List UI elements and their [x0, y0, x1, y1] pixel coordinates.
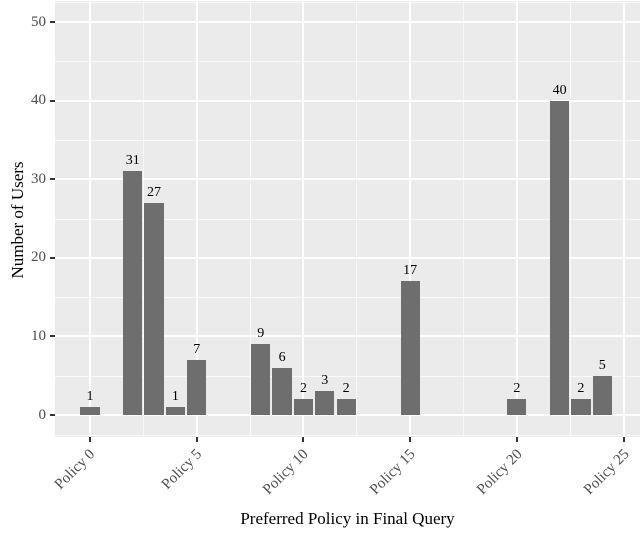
- bar-value-label: 17: [403, 263, 418, 279]
- x-tick-mark: [409, 437, 412, 442]
- gridline-x-major: [515, 1, 518, 437]
- y-tick-mark: [50, 414, 55, 416]
- gridline-y-minor: [55, 139, 640, 141]
- bar: [187, 359, 207, 415]
- bar: [272, 367, 292, 415]
- gridline-x-major: [622, 1, 625, 437]
- bar: [123, 171, 143, 415]
- x-tick-label: Policy 10: [260, 446, 313, 498]
- bar-value-label: 2: [299, 381, 307, 397]
- gridline-y-major: [55, 178, 640, 181]
- y-tick-mark: [50, 256, 55, 259]
- x-tick-mark: [515, 437, 518, 442]
- y-tick-mark: [50, 178, 55, 181]
- bar-value-label: 6: [278, 349, 286, 365]
- y-tick-label: 0: [38, 406, 47, 423]
- bar-value-label: 31: [125, 153, 140, 169]
- gridline-y-minor: [55, 434, 640, 436]
- bar-value-label: 40: [552, 82, 567, 98]
- y-tick-label: 30: [31, 170, 46, 187]
- gridline-y-minor: [55, 218, 640, 220]
- bar-value-label: 3: [321, 373, 329, 389]
- x-tick-label: Policy 20: [473, 446, 526, 498]
- gridline-y-minor: [55, 375, 640, 377]
- gridline-x-major: [409, 1, 412, 437]
- gridline-x-major: [302, 1, 305, 437]
- gridline-x-minor: [569, 1, 571, 437]
- bar-value-label: 2: [513, 381, 521, 397]
- x-tick-mark: [302, 437, 305, 442]
- bar: [251, 344, 271, 415]
- bar: [549, 100, 570, 415]
- x-tick-label: Policy 5: [158, 446, 206, 493]
- gridline-y-major: [55, 99, 640, 102]
- gridline-x-minor: [463, 1, 465, 437]
- gridline-y-major: [55, 335, 640, 338]
- gridline-y-major: [55, 21, 640, 23]
- plot-panel: 1 31 27 1 7 9 6 2 3 2 17 2 40 2 5: [55, 1, 640, 437]
- x-tick-mark: [89, 437, 91, 442]
- bar-value-label: 1: [171, 389, 179, 405]
- gridline-x-major: [195, 1, 198, 437]
- gridline-x-major: [89, 1, 91, 437]
- gridline-y-minor: [55, 297, 640, 299]
- bar-value-label: 7: [193, 341, 201, 357]
- y-tick-label: 50: [31, 13, 46, 30]
- bar: [315, 391, 335, 415]
- bar: [571, 399, 591, 415]
- bar: [507, 399, 527, 415]
- bar: [336, 399, 356, 415]
- bar: [80, 407, 100, 415]
- bar-value-label: 1: [86, 389, 94, 405]
- bar-value-label: 27: [147, 184, 162, 200]
- bar: [592, 375, 612, 415]
- bar: [400, 281, 420, 415]
- y-tick-label: 20: [31, 249, 46, 266]
- gridline-x-minor: [249, 1, 251, 437]
- gridline-y-major: [55, 256, 640, 259]
- gridline-y-minor: [55, 61, 640, 63]
- y-tick-label: 40: [31, 92, 46, 109]
- bar-value-label: 5: [598, 357, 606, 373]
- y-tick-mark: [50, 335, 55, 338]
- bar: [144, 202, 164, 415]
- gridline-x-minor: [356, 1, 358, 437]
- gridline-y-minor: [55, 2, 640, 4]
- x-tick-label: Policy 0: [52, 446, 99, 493]
- y-tick-mark: [50, 99, 55, 102]
- x-tick-mark: [622, 437, 625, 442]
- bar: [293, 399, 314, 415]
- bar-value-label: 2: [342, 381, 350, 397]
- x-tick-label: Policy 25: [580, 446, 633, 498]
- gridline-y-major: [55, 414, 640, 416]
- x-axis-title: Preferred Policy in Final Query: [240, 509, 455, 528]
- x-tick-mark: [195, 437, 198, 442]
- y-axis-title: Number of Users: [8, 161, 27, 279]
- gridline-x-minor: [142, 1, 144, 437]
- x-tick-label: Policy 15: [367, 446, 419, 498]
- bar-value-label: 9: [257, 326, 265, 342]
- y-tick-mark: [50, 21, 55, 23]
- y-tick-label: 10: [31, 327, 46, 344]
- bar-value-label: 2: [577, 381, 585, 397]
- bar: [165, 407, 185, 415]
